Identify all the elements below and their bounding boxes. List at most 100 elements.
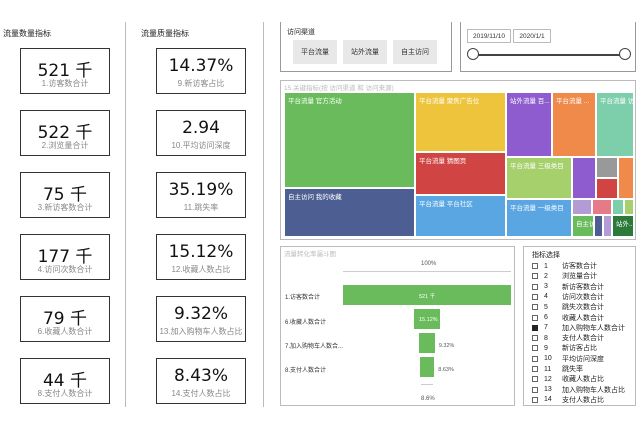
quality-section-title: 流量质量指标 bbox=[141, 29, 189, 38]
indicator-option-5[interactable]: 5 跳失次数合计 bbox=[532, 302, 604, 312]
funnel-row-label: 7.加入购物车人数合... bbox=[285, 344, 344, 350]
indicator-option-13[interactable]: 13 加入购物车人数占比 bbox=[532, 385, 625, 395]
treemap-tile[interactable] bbox=[592, 199, 612, 215]
treemap-tile[interactable]: 自主访问 我的收藏 bbox=[284, 188, 415, 237]
checkbox-icon[interactable] bbox=[532, 263, 538, 269]
indicator-option-11[interactable]: 11 跳失率 bbox=[532, 364, 583, 374]
kpi-value: 15.12% bbox=[168, 242, 234, 262]
treemap-tile[interactable]: 自主访问... bbox=[572, 215, 594, 237]
treemap-tile[interactable]: 平台流量 猜图页 bbox=[415, 152, 506, 195]
treemap-tile[interactable]: 平台流量 聚焦广告位 bbox=[415, 92, 506, 152]
treemap-tile[interactable] bbox=[596, 178, 618, 199]
date-slider-track[interactable] bbox=[473, 54, 625, 56]
kpi-card-new-visitors[interactable]: 75 千 3.新访客数合计 bbox=[20, 172, 110, 218]
indicator-option-9[interactable]: 9 新访客占比 bbox=[532, 343, 597, 353]
checkbox-icon[interactable] bbox=[532, 355, 538, 362]
date-slider-end-handle[interactable] bbox=[619, 48, 631, 60]
funnel-row-label: 8.支付人数合计 bbox=[285, 368, 327, 374]
indicator-label: 跳失率 bbox=[562, 366, 583, 373]
treemap-tile[interactable] bbox=[596, 157, 618, 178]
treemap-tile[interactable] bbox=[603, 215, 612, 237]
checkbox-icon[interactable] bbox=[532, 283, 538, 290]
kpi-card-bounce-rate[interactable]: 35.19% 11.跳失率 bbox=[156, 172, 246, 218]
indicator-option-1[interactable]: 1 访客数合计 bbox=[532, 261, 597, 271]
divider bbox=[263, 22, 264, 407]
checkbox-icon[interactable] bbox=[532, 293, 538, 300]
indicator-option-8[interactable]: 8 支付人数合计 bbox=[532, 333, 604, 343]
indicator-label: 平均访问深度 bbox=[562, 355, 604, 363]
kpi-card-favorites[interactable]: 79 千 6.收藏人数合计 bbox=[20, 296, 110, 342]
kpi-card-new-visitor-ratio[interactable]: 14.37% 9.新访客占比 bbox=[156, 48, 246, 94]
channel-option-platform[interactable]: 平台流量 bbox=[293, 40, 337, 64]
kpi-card-favorite-ratio[interactable]: 15.12% 12.收藏人数占比 bbox=[156, 234, 246, 280]
kpi-card-visitors[interactable]: 521 千 1.访客数合计 bbox=[20, 48, 110, 94]
indicator-option-6[interactable]: 6 收藏人数合计 bbox=[532, 313, 604, 323]
treemap-tile[interactable]: 平台流量 三级类目 bbox=[506, 157, 572, 199]
treemap-tile[interactable]: 站外流量 百... bbox=[506, 92, 552, 157]
channel-option-direct[interactable]: 自主访问 bbox=[393, 40, 437, 64]
kpi-value: 9.32% bbox=[173, 304, 228, 324]
checkbox-icon[interactable] bbox=[532, 376, 538, 383]
treemap-tile[interactable] bbox=[572, 199, 592, 215]
indicator-number: 14 bbox=[544, 396, 552, 404]
funnel-bar[interactable] bbox=[419, 333, 435, 353]
funnel-bar[interactable] bbox=[419, 357, 435, 377]
indicator-option-2[interactable]: 2 浏览量合计 bbox=[532, 271, 597, 281]
indicator-label: 访客数合计 bbox=[562, 263, 597, 270]
kpi-card-avg-depth[interactable]: 2.94 10.平均访问深度 bbox=[156, 110, 246, 156]
checkbox-icon[interactable] bbox=[532, 396, 538, 403]
kpi-card-pay-ratio[interactable]: 8.43% 14.支付人数占比 bbox=[156, 358, 246, 404]
indicator-option-4[interactable]: 4 访问次数合计 bbox=[532, 292, 604, 302]
indicator-option-10[interactable]: 10 平均访问深度 bbox=[532, 354, 604, 364]
treemap-tile[interactable] bbox=[594, 215, 603, 237]
date-slider-start-handle[interactable] bbox=[467, 48, 479, 60]
checkbox-icon[interactable] bbox=[532, 314, 538, 321]
kpi-value: 8.43% bbox=[173, 366, 228, 386]
checkbox-icon[interactable] bbox=[532, 345, 538, 352]
checkbox-icon[interactable] bbox=[532, 335, 538, 342]
funnel-row-label: 1.访客数合计 bbox=[285, 295, 321, 301]
checkbox-icon[interactable] bbox=[532, 304, 538, 311]
funnel-bar[interactable] bbox=[414, 309, 440, 329]
treemap-tile[interactable]: 平台流量 访... bbox=[596, 92, 634, 157]
treemap-tile[interactable]: 平台流量 ... bbox=[552, 92, 596, 157]
checkbox-icon[interactable] bbox=[532, 273, 538, 280]
indicator-label: 浏览量合计 bbox=[562, 273, 597, 281]
treemap-panel: 15.关键指标(按 访问渠道 和 访问来源) 平台流量 官方活动 自主访问 我的… bbox=[280, 80, 636, 240]
kpi-card-pageviews[interactable]: 522 千 2.浏览量合计 bbox=[20, 110, 110, 156]
channel-option-external[interactable]: 站外流量 bbox=[343, 40, 387, 64]
kpi-label: 11.跳失率 bbox=[183, 203, 219, 212]
kpi-card-cart-ratio[interactable]: 9.32% 13.加入购物车人数占比 bbox=[156, 296, 246, 342]
indicator-option-7[interactable]: 7 加入购物车人数合计 bbox=[532, 323, 625, 333]
kpi-card-visits[interactable]: 177 千 4.访问次数合计 bbox=[20, 234, 110, 280]
indicator-label: 收藏人数占比 bbox=[562, 376, 604, 384]
checkbox-icon[interactable] bbox=[532, 386, 538, 393]
indicator-number: 4 bbox=[544, 293, 548, 301]
treemap-tile[interactable] bbox=[612, 199, 624, 215]
date-end-input[interactable]: 2020/1/1 bbox=[513, 29, 551, 43]
treemap-tile[interactable] bbox=[618, 157, 634, 199]
date-start-input[interactable]: 2019/11/10 bbox=[467, 29, 511, 43]
checkbox-icon[interactable] bbox=[532, 366, 538, 372]
kpi-value: 79 千 bbox=[42, 309, 88, 329]
channel-slicer-title: 访问渠道 bbox=[287, 29, 315, 36]
indicator-option-12[interactable]: 12 收藏人数占比 bbox=[532, 374, 604, 384]
treemap-tile[interactable]: 站外... bbox=[612, 215, 634, 237]
indicator-number: 9 bbox=[544, 344, 548, 352]
indicator-option-14[interactable]: 14 支付人数占比 bbox=[532, 395, 604, 405]
indicator-option-3[interactable]: 3 新访客数合计 bbox=[532, 282, 604, 292]
funnel-bar[interactable] bbox=[343, 285, 511, 305]
treemap-tile[interactable]: 平台流量 平台社区 bbox=[415, 195, 506, 237]
kpi-card-payers[interactable]: 44 千 8.支付人数合计 bbox=[20, 358, 110, 404]
treemap-tile[interactable] bbox=[572, 157, 596, 199]
kpi-label: 2.浏览量合计 bbox=[41, 141, 89, 150]
treemap-tile[interactable]: 平台流量 官方活动 bbox=[284, 92, 415, 188]
treemap-tile[interactable]: 平台流量 一级类目 bbox=[506, 199, 572, 237]
treemap-tile[interactable] bbox=[624, 199, 634, 215]
kpi-value: 14.37% bbox=[168, 56, 234, 76]
kpi-label: 1.访客数合计 bbox=[41, 79, 89, 88]
treemap-tile-label: 平台流量 访... bbox=[600, 98, 634, 105]
kpi-label: 3.新访客数合计 bbox=[37, 203, 93, 212]
indicator-number: 5 bbox=[544, 303, 548, 311]
checkbox-icon[interactable] bbox=[532, 324, 538, 331]
